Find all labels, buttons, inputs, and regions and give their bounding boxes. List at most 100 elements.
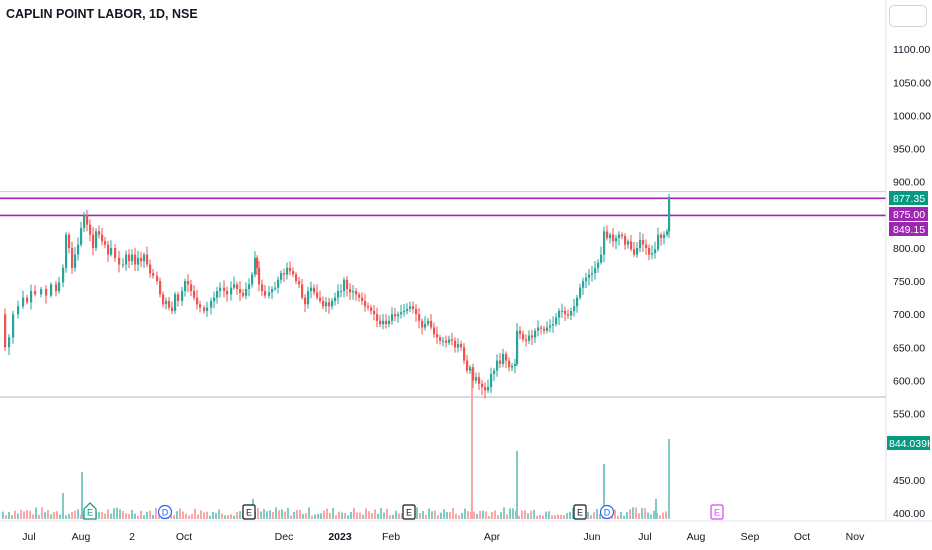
volume-bar	[296, 510, 298, 519]
candle-body	[310, 287, 313, 292]
candle-body	[328, 302, 331, 307]
volume-bar	[17, 513, 19, 519]
candle-body	[645, 244, 648, 248]
volume-bar	[655, 499, 657, 519]
volume-bar	[203, 512, 205, 519]
candle-body	[499, 360, 502, 364]
volume-bar	[617, 515, 619, 519]
volume-bar	[479, 510, 481, 519]
candles	[4, 193, 671, 399]
volume-bar	[71, 511, 73, 519]
volume-bar	[116, 507, 118, 519]
candle-body	[89, 224, 92, 235]
volume-bar	[2, 511, 4, 519]
price-tick-label: 400.00	[893, 508, 925, 520]
candle-body	[451, 339, 454, 341]
volume-bar	[179, 508, 181, 519]
volume-bar	[314, 514, 316, 519]
top-right-button[interactable]	[889, 5, 927, 27]
volume-bar	[182, 511, 184, 519]
volume-bar	[572, 507, 574, 519]
marker-label: E	[406, 508, 412, 518]
earnings-icon	[573, 504, 587, 520]
candle-body	[487, 387, 490, 391]
volume-bar	[257, 508, 259, 519]
candle-body	[606, 231, 609, 239]
volume-bar	[230, 514, 232, 519]
candle-body	[346, 279, 349, 290]
volume-bar	[272, 512, 274, 519]
volume-bar	[125, 513, 127, 519]
candle-body	[490, 373, 493, 388]
earnings-marker[interactable]: E	[242, 504, 256, 520]
candle-body	[74, 254, 77, 268]
volume-bar	[503, 507, 505, 519]
volume-bar	[305, 513, 307, 519]
level-price-label[interactable]: 849.15	[889, 222, 928, 236]
volume-bar	[593, 512, 595, 519]
earnings-marker[interactable]: E	[573, 504, 587, 520]
volume-bar	[215, 512, 217, 519]
candle-body	[313, 287, 316, 293]
candle-body	[549, 325, 552, 328]
candle-body	[463, 347, 466, 361]
volume-bar	[134, 513, 136, 519]
candle-body	[555, 317, 558, 325]
candle-body	[295, 274, 298, 282]
volume-bar	[152, 514, 154, 519]
earnings-marker[interactable]: E	[710, 504, 724, 520]
volume-bar	[53, 511, 55, 519]
candle-body	[630, 241, 633, 250]
candle-body	[304, 297, 307, 305]
candle-body	[65, 234, 68, 268]
volume-bar	[81, 472, 83, 519]
level-price-label[interactable]: 875.00	[889, 207, 928, 221]
volume-bar	[338, 511, 340, 519]
candle-body	[162, 294, 165, 305]
volume-bar	[455, 513, 457, 519]
candle-body	[292, 271, 295, 275]
candle-body	[481, 383, 484, 388]
dividend-marker[interactable]: D	[157, 504, 173, 520]
candle-body	[534, 330, 537, 338]
candle-body	[472, 367, 475, 381]
volume-bar	[347, 515, 349, 519]
volume-bar	[476, 513, 478, 519]
volume-bar	[500, 512, 502, 519]
candle-body	[519, 330, 522, 335]
price-axis[interactable]: 1100.001050.001000.00950.00900.00850.008…	[885, 0, 932, 521]
candle-body	[540, 327, 543, 329]
price-tick-label: 450.00	[893, 475, 925, 487]
candle-body	[651, 253, 654, 255]
candle-body	[415, 308, 418, 315]
candle-body	[286, 267, 289, 275]
candle-body	[8, 337, 11, 348]
candle-body	[165, 300, 168, 305]
candle-body	[454, 340, 457, 348]
volume-bar	[173, 515, 175, 519]
candle-body	[131, 254, 134, 262]
candle-body	[213, 297, 216, 301]
volume-bar	[308, 507, 310, 519]
volume-bar	[41, 507, 43, 519]
candle-body	[30, 291, 33, 303]
volume-bar	[128, 514, 130, 519]
volume-bar	[155, 507, 157, 519]
candle-body	[469, 367, 472, 371]
volume-bar	[471, 369, 473, 519]
volume-bar	[236, 512, 238, 519]
dividend-marker[interactable]: D	[599, 504, 615, 520]
earnings-marker[interactable]: E	[402, 504, 416, 520]
candle-body	[570, 310, 573, 316]
earnings-marker[interactable]: E	[83, 502, 97, 520]
candle-body	[58, 282, 61, 292]
last-price-label[interactable]: 877.35	[889, 191, 928, 205]
price-tick-label: 900.00	[893, 177, 925, 189]
time-axis[interactable]: Jul Aug 2 Oct Dec 2023 Feb Apr Jun Jul Aug Sep Oct No…	[0, 520, 932, 543]
candle-body	[663, 234, 666, 239]
volume-bar	[275, 507, 277, 519]
volume-bar	[341, 512, 343, 519]
candle-body	[493, 370, 496, 374]
